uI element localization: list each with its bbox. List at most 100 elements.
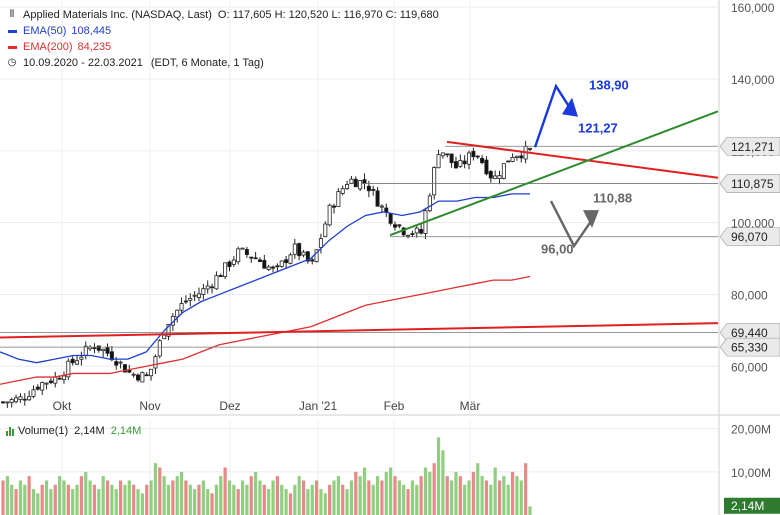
volume-bar — [158, 467, 162, 515]
period-range: 10.09.2020 - 22.03.2021 — [23, 57, 143, 69]
volume-bar — [14, 489, 18, 515]
volume-bar — [188, 484, 192, 515]
candle-body — [14, 397, 19, 403]
clock-icon: ◷ — [7, 57, 17, 68]
volume-bar — [27, 476, 31, 515]
candle-body — [419, 229, 424, 234]
candle-body — [392, 224, 397, 228]
annotation-target-3: 110,88 — [593, 191, 632, 206]
candle-body — [57, 377, 62, 380]
volume-bar — [436, 437, 441, 515]
target-up-arrowhead — [562, 97, 578, 117]
candle-body — [40, 382, 45, 391]
volume-bar — [371, 484, 375, 515]
candle-body — [118, 361, 123, 364]
volume-bar — [84, 471, 88, 515]
volume-bar — [79, 476, 83, 515]
volume-bar — [166, 484, 171, 515]
volume-bar — [262, 484, 266, 515]
volume-bar — [271, 480, 275, 515]
candle-body — [79, 356, 84, 360]
volume-bar — [528, 506, 532, 515]
volume-bar — [210, 493, 214, 515]
volume-bar — [410, 480, 415, 515]
level-price-tag — [719, 174, 780, 193]
ema50-value: 108,445 — [71, 25, 112, 37]
candle-body — [61, 375, 66, 381]
candle-body — [5, 401, 10, 404]
candle-body — [48, 380, 53, 384]
ema200-line — [0, 275, 531, 385]
candle-body — [83, 345, 88, 356]
x-tick-label: Feb — [384, 399, 405, 413]
candle-body — [9, 399, 14, 403]
candle-body — [262, 260, 267, 269]
volume-bar — [1, 480, 5, 515]
ema200-value: 84,235 — [77, 41, 112, 53]
volume-bar — [467, 480, 471, 515]
annotation-target-2: 121,27 — [578, 120, 618, 135]
candle-body — [375, 190, 380, 207]
volume-bar — [201, 480, 205, 515]
volume-bars-icon — [6, 426, 14, 436]
volume-legend-value-2: 2,14M — [110, 425, 142, 437]
volume-bar — [267, 489, 271, 515]
level-price-tag — [719, 227, 780, 247]
volume-y-tick: 20,00M — [731, 423, 771, 437]
candle-body — [471, 150, 476, 158]
candle-body — [292, 243, 297, 255]
target-down-arrowhead — [583, 210, 599, 229]
volume-bar — [454, 471, 458, 515]
volume-bar — [219, 476, 223, 515]
candle-body — [314, 249, 319, 263]
candle-body — [467, 152, 472, 165]
candle-body — [305, 251, 310, 262]
volume-bar — [314, 480, 319, 515]
ema50-swatch — [8, 29, 17, 33]
candle-body — [336, 191, 341, 208]
volume-bar — [258, 480, 262, 515]
volume-bar — [101, 476, 105, 515]
x-tick-label: Mär — [460, 399, 481, 413]
x-tick-label: Okt — [53, 399, 72, 413]
volume-bar — [58, 476, 62, 515]
volume-bar — [97, 489, 101, 515]
candle-body — [218, 275, 223, 278]
candle-body — [31, 389, 36, 397]
candle-body — [179, 303, 184, 311]
volume-bar — [397, 480, 401, 515]
volume-bars-group — [1, 437, 532, 515]
candle-body — [462, 160, 467, 165]
candle-body — [44, 382, 49, 385]
volume-bar — [275, 476, 279, 515]
candle-body — [27, 396, 32, 401]
volume-bar — [75, 484, 79, 515]
level-price-label: 69,440 — [731, 326, 768, 340]
volume-bar — [463, 484, 467, 515]
resistance-trendline — [446, 140, 719, 179]
candle-body — [310, 259, 315, 262]
volume-bar — [171, 480, 175, 515]
candle-body — [497, 175, 502, 179]
candle-body — [318, 238, 323, 248]
volume-bar — [206, 489, 210, 515]
ema200-label: EMA(200) — [23, 41, 73, 53]
candle-body — [410, 233, 415, 236]
volume-bar — [136, 489, 140, 515]
volume-bar — [49, 489, 53, 515]
candle-body — [127, 369, 132, 373]
candle-body — [92, 347, 97, 350]
long-term-trendline — [0, 322, 719, 339]
volume-bar — [493, 467, 497, 515]
volume-bar — [66, 484, 70, 515]
volume-bar — [380, 480, 384, 515]
level-price-label: 96,070 — [731, 230, 768, 244]
y-tick-label: 160,000 — [731, 1, 775, 15]
volume-bar — [145, 484, 149, 515]
candle-body — [70, 358, 75, 364]
candle-body — [271, 266, 276, 269]
y-tick-label: 140,000 — [731, 73, 775, 87]
volume-bar — [232, 484, 236, 515]
